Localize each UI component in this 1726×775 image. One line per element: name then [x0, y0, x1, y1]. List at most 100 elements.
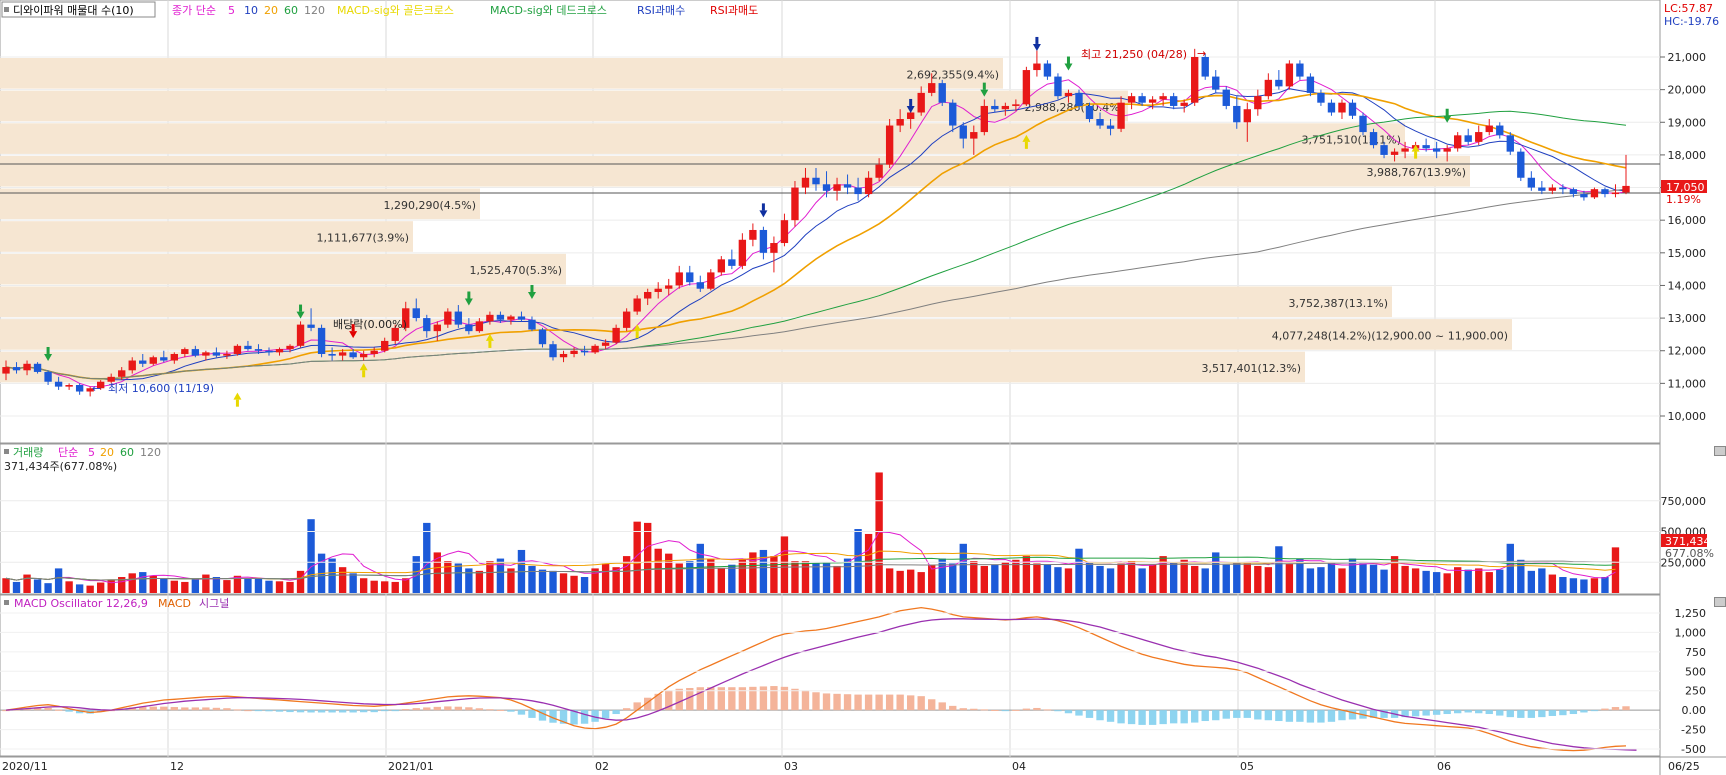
macd-oscillator-bar	[1169, 710, 1178, 724]
macd-oscillator-bar	[1559, 710, 1567, 716]
candle-body	[402, 308, 410, 328]
candle-body	[1443, 148, 1451, 152]
volume-bar	[296, 570, 305, 593]
macd-oscillator-bar	[328, 710, 336, 713]
macd-oscillator-bar	[1054, 710, 1062, 712]
candle-body	[675, 272, 683, 286]
macd-oscillator-bar	[591, 710, 599, 722]
candle-body	[1243, 109, 1251, 123]
macd-oscillator-bar	[559, 710, 568, 724]
macd-oscillator-bar	[644, 697, 652, 711]
volume-profile-band	[0, 319, 1512, 350]
volume-bar	[812, 563, 820, 593]
macd-oscillator-bar	[1517, 710, 1525, 718]
candle-body	[601, 342, 610, 346]
macd-oscillator-bar	[1348, 710, 1357, 720]
macd-tick-label: -500	[1681, 743, 1706, 756]
volume-bar	[496, 558, 505, 593]
candle-body	[728, 259, 736, 266]
candle-body	[1127, 96, 1136, 103]
signal-rsi-overbought: RSI과매수	[637, 4, 685, 17]
volume-bar	[717, 568, 726, 593]
volume-bar	[1611, 547, 1620, 593]
volume-bar	[128, 573, 136, 593]
candle-body	[1106, 125, 1115, 129]
volume-profile-label: 3,751,510(13.1%)	[1301, 134, 1401, 147]
macd-oscillator-bar	[454, 706, 463, 711]
candle-body	[1201, 57, 1209, 77]
candle-body	[1212, 76, 1220, 90]
candle-body	[65, 384, 73, 387]
candle-body	[1306, 76, 1315, 93]
macd-oscillator-bar	[749, 686, 757, 711]
candle-body	[275, 349, 284, 353]
volume-bar	[454, 563, 463, 593]
volume-bar	[749, 552, 757, 593]
signal-rsi-oversold: RSI과매도	[710, 4, 758, 17]
price-tick-label: 21,000	[1668, 51, 1707, 64]
macd-oscillator-bar	[759, 686, 768, 711]
volume-bar	[307, 519, 315, 593]
volume-badge-value: 371,434	[1665, 535, 1711, 548]
volume-bar	[822, 562, 831, 593]
macd-oscillator-bar	[970, 708, 978, 711]
low-annotation: 최저 10,600 (11/19)	[108, 382, 214, 395]
macd-oscillator-bar	[959, 708, 967, 711]
volume-bar	[1369, 564, 1378, 593]
macd-oscillator-bar	[1485, 710, 1493, 715]
volume-bar	[1159, 556, 1167, 593]
volume-ma-120: 120	[140, 446, 161, 459]
date-axis: 2020/11 12 2021/01 02 03 04 05 06 06/25	[2, 760, 1700, 773]
volume-bar	[644, 522, 652, 593]
volume-profile-band	[0, 253, 566, 285]
candle-body	[1012, 104, 1020, 106]
candle-body	[265, 350, 273, 353]
volume-bar	[118, 577, 126, 593]
volume-bar	[1317, 567, 1325, 593]
price-tick-label: 18,000	[1668, 149, 1707, 162]
candle-body	[75, 384, 84, 392]
price-tick-label: 15,000	[1668, 247, 1707, 260]
volume-bar	[1275, 546, 1283, 593]
macd-oscillator-bar	[654, 693, 662, 711]
signal-arrow-stem	[761, 203, 765, 211]
candle-body	[591, 345, 599, 353]
volume-bar	[1148, 564, 1157, 593]
candle-body	[1517, 151, 1525, 178]
volume-bar	[86, 585, 94, 593]
volume-bar	[1127, 561, 1136, 593]
volume-bar	[980, 565, 988, 593]
candle-body	[528, 319, 536, 330]
macd-oscillator-bar	[1075, 710, 1083, 716]
macd-oscillator-bar	[139, 706, 147, 711]
volume-bar	[370, 580, 378, 593]
candle-body	[23, 363, 31, 371]
candle-body	[1622, 185, 1630, 193]
candle-body	[622, 311, 631, 328]
macd-oscillator-bar	[938, 702, 946, 711]
candle-body	[338, 352, 347, 356]
volume-profile-label: 1,290,290(4.5%)	[383, 199, 476, 212]
candle-body	[812, 177, 820, 185]
volume-profile: 2,692,355(9.4%)2,988,286(10.4%)3,751,510…	[0, 58, 1512, 383]
volume-bar	[791, 561, 799, 593]
macd-oscillator-bar	[1001, 710, 1010, 712]
candle-body	[686, 272, 694, 283]
macd-label: MACD	[158, 597, 191, 610]
volume-bar	[591, 568, 599, 593]
macd-oscillator-bar	[1590, 710, 1599, 712]
volume-bar	[1191, 565, 1199, 593]
ma-period-5: 5	[228, 4, 235, 17]
macd-oscillator-bar	[1127, 710, 1136, 725]
signal-arrow-head	[233, 392, 242, 400]
candle-body	[801, 177, 810, 188]
volume-bar	[896, 570, 904, 593]
volume-bar	[486, 561, 494, 593]
volume-bar	[275, 581, 284, 593]
macd-oscillator-bar	[1296, 710, 1304, 722]
candle-body	[906, 112, 915, 120]
candle-body	[254, 349, 263, 351]
volume-bar	[759, 549, 768, 593]
volume-bar	[1033, 563, 1041, 593]
